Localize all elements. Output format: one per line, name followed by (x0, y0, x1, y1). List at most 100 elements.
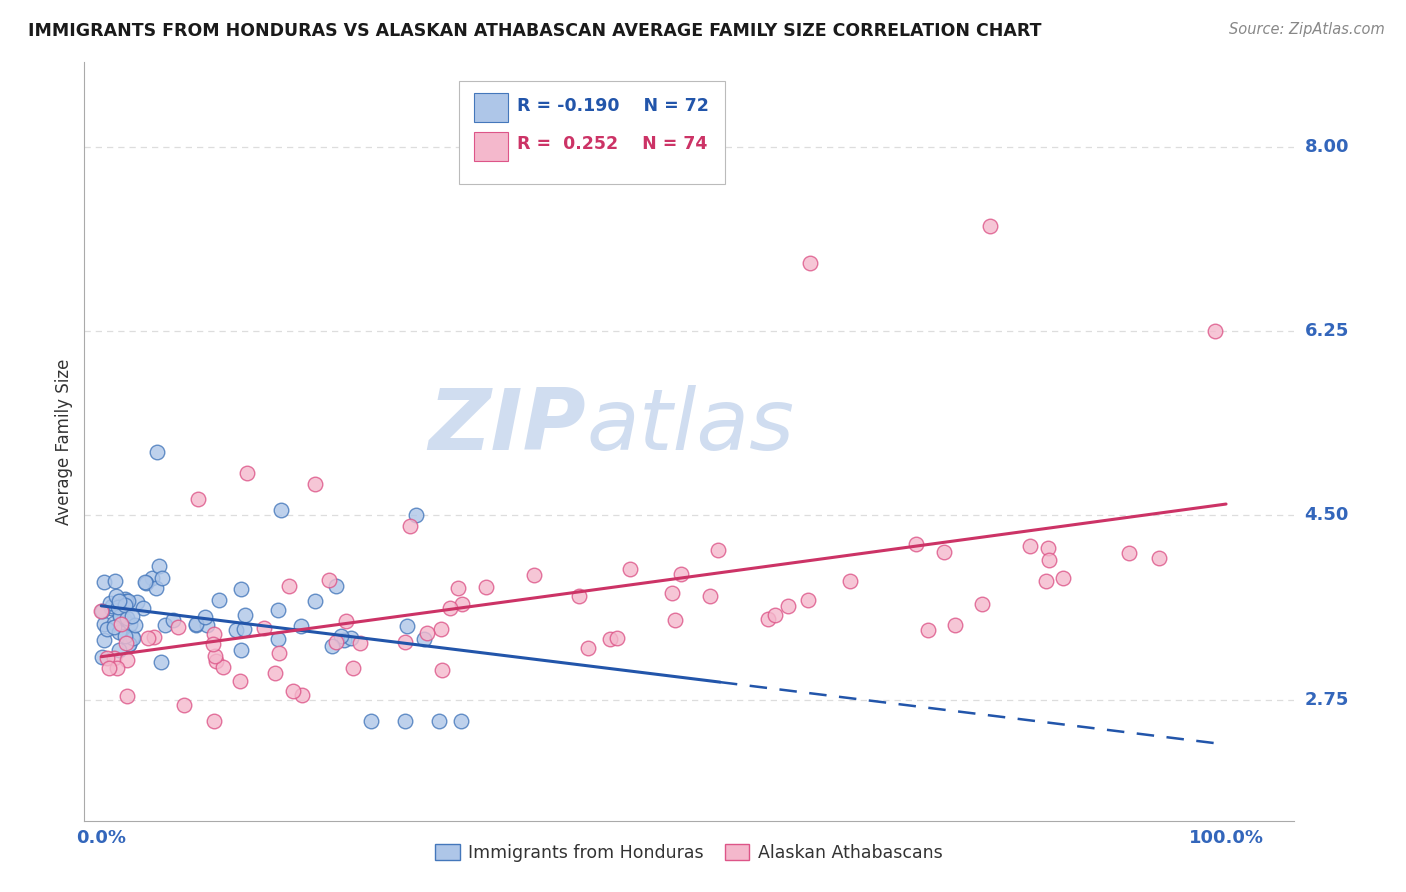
Legend: Immigrants from Honduras, Alaskan Athabascans: Immigrants from Honduras, Alaskan Athaba… (429, 837, 949, 869)
Point (195, 617, 218, 632)
Point (236, 466, 259, 480)
Point (1018, 539, 1040, 553)
Point (127, 595, 149, 609)
Point (707, 543, 730, 558)
Point (1204, 324, 1226, 338)
Point (149, 655, 172, 669)
Point (187, 492, 209, 507)
Point (103, 615, 125, 630)
Point (103, 620, 125, 634)
Text: 4.50: 4.50 (1305, 507, 1348, 524)
Point (202, 627, 225, 641)
Point (114, 629, 136, 643)
Point (661, 586, 683, 600)
Point (229, 582, 252, 596)
Point (132, 601, 155, 615)
Point (664, 613, 686, 627)
Point (267, 632, 290, 646)
Point (212, 660, 235, 674)
Text: R =  0.252    N = 74: R = 0.252 N = 74 (517, 135, 707, 153)
Point (945, 617, 967, 632)
Point (96, 651, 118, 665)
Text: atlas: atlas (586, 384, 794, 468)
Point (450, 714, 472, 728)
Point (291, 688, 314, 702)
Point (970, 597, 993, 611)
Point (117, 653, 139, 667)
Point (166, 620, 188, 634)
Text: 8.00: 8.00 (1305, 137, 1350, 156)
Point (396, 619, 419, 633)
Point (699, 589, 721, 603)
Point (114, 592, 136, 607)
Point (146, 445, 169, 459)
Point (145, 581, 167, 595)
Point (124, 617, 146, 632)
Point (523, 568, 546, 582)
Point (281, 684, 304, 698)
Text: ZIP: ZIP (429, 384, 586, 468)
Point (107, 600, 129, 615)
Point (112, 612, 135, 626)
Point (173, 698, 195, 712)
Point (266, 603, 288, 617)
Point (105, 661, 128, 675)
Point (117, 690, 139, 704)
Point (325, 634, 347, 648)
Point (917, 623, 939, 637)
Point (269, 646, 291, 660)
Point (270, 503, 292, 517)
Point (121, 631, 143, 645)
Point (599, 632, 621, 646)
Point (904, 537, 927, 551)
Point (93, 617, 115, 632)
Point (115, 611, 138, 625)
Point (233, 608, 256, 623)
Point (114, 636, 136, 650)
Point (93, 575, 115, 590)
Point (115, 594, 138, 608)
Point (304, 476, 326, 491)
Point (405, 508, 427, 523)
FancyBboxPatch shape (474, 93, 508, 121)
Point (155, 617, 177, 632)
Point (117, 637, 139, 651)
Point (304, 594, 326, 608)
Point (232, 622, 254, 636)
Point (447, 581, 470, 595)
Point (90, 604, 112, 618)
Point (142, 630, 165, 644)
Point (135, 575, 157, 590)
Point (450, 597, 472, 611)
Point (108, 594, 131, 608)
Point (117, 637, 139, 651)
Point (162, 613, 184, 627)
Point (576, 641, 599, 656)
FancyBboxPatch shape (474, 132, 508, 161)
Point (432, 664, 454, 678)
Point (394, 714, 416, 728)
Point (148, 558, 170, 573)
Point (290, 619, 312, 633)
Point (184, 617, 207, 632)
Point (360, 714, 382, 728)
Point (606, 631, 628, 645)
Point (1038, 553, 1060, 567)
Point (120, 616, 142, 631)
Point (763, 608, 786, 623)
Point (136, 631, 159, 645)
Point (439, 601, 461, 615)
Point (340, 631, 363, 645)
Point (318, 573, 340, 587)
Point (229, 674, 252, 689)
Point (103, 651, 125, 665)
Text: R = -0.190    N = 72: R = -0.190 N = 72 (517, 96, 709, 115)
Text: IMMIGRANTS FROM HONDURAS VS ALASKAN ATHABASCAN AVERAGE FAMILY SIZE CORRELATION C: IMMIGRANTS FROM HONDURAS VS ALASKAN ATHA… (28, 22, 1042, 40)
Point (108, 609, 131, 624)
Point (121, 609, 143, 624)
Point (1035, 574, 1057, 588)
Point (799, 255, 821, 269)
Point (114, 598, 136, 612)
Point (568, 589, 591, 603)
Point (253, 621, 276, 635)
